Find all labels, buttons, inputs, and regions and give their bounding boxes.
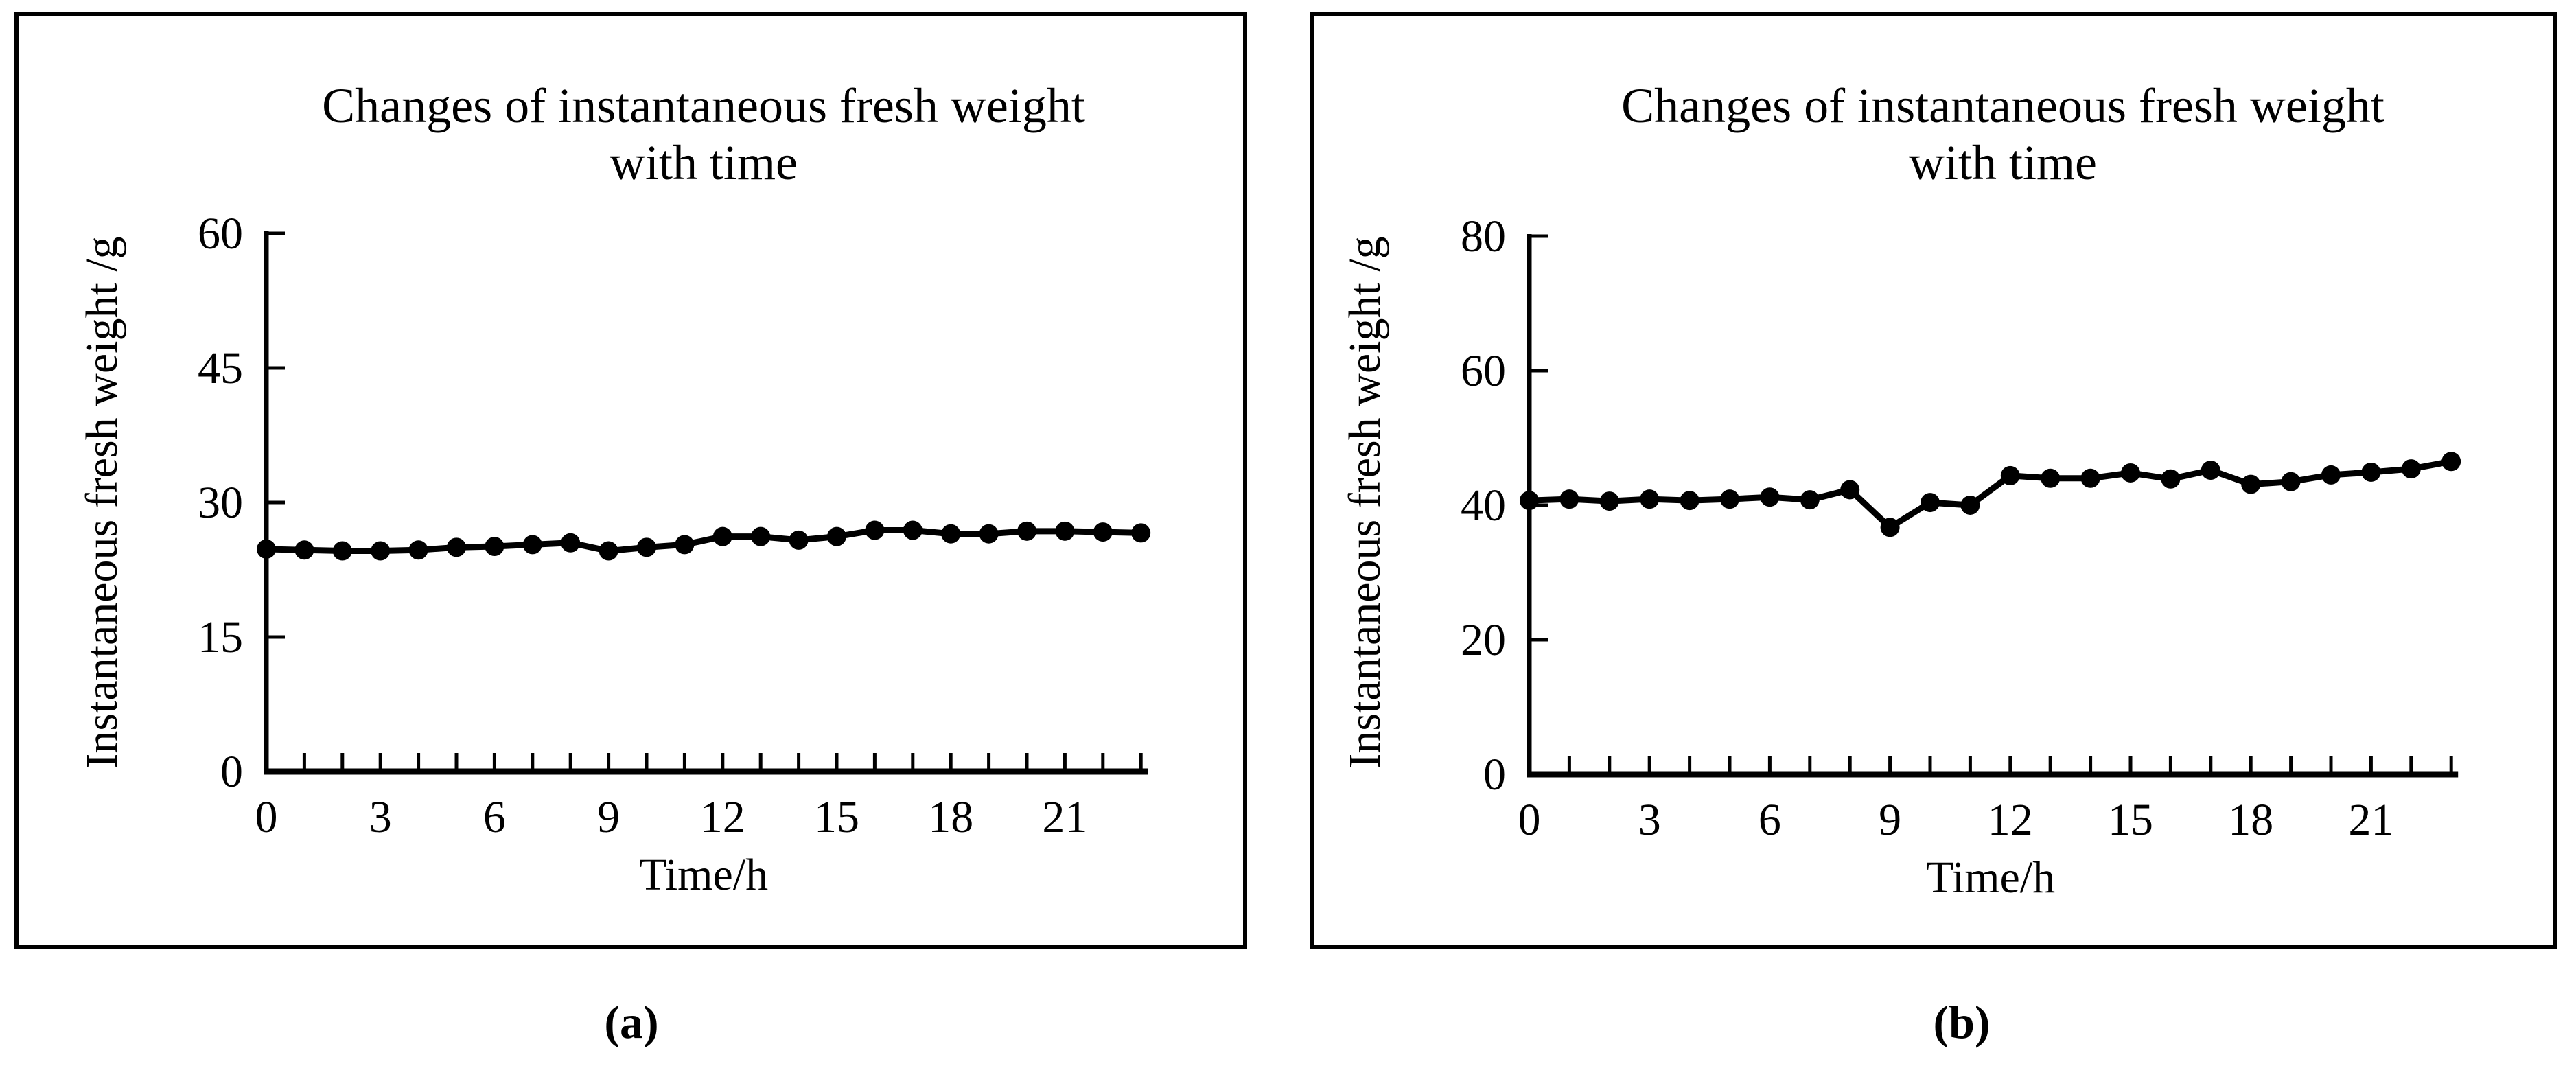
data-point [675,535,695,555]
y-tick-label: 0 [220,747,243,797]
chart-b-x-axis-title: Time/h [1926,853,2055,903]
x-tick-label: 15 [814,792,859,842]
data-point [2041,468,2061,488]
data-point [637,537,656,557]
chart-b-y-axis-title: Instantaneous fresh weight /g [1340,236,1390,768]
data-point [827,526,846,546]
data-point [2361,462,2381,482]
data-point [2000,465,2020,485]
y-tick-label: 15 [198,612,243,662]
data-point [789,530,809,550]
x-tick-label: 15 [2108,795,2153,845]
caption-b: (b) [1933,996,1991,1048]
data-point [979,524,999,544]
data-point [1640,489,1660,509]
chart-a-x-axis-title: Time/h [639,850,768,900]
data-point [257,539,276,559]
data-point [1921,493,1940,513]
y-tick-label: 80 [1461,211,1506,262]
data-point [2401,459,2421,479]
panel-b-border [1310,12,2557,949]
chart-panel-a: Changes of instantaneous fresh weight wi… [14,12,1247,949]
x-tick-label: 21 [2348,795,2393,845]
data-point [522,535,542,555]
data-point [2321,465,2341,485]
data-point [1960,496,1980,515]
data-point [1840,480,1860,500]
data-point [371,541,391,561]
data-point [1131,523,1151,543]
y-tick-label: 30 [198,478,243,528]
data-point [751,526,771,546]
x-tick-label: 9 [1879,795,1901,845]
data-point [332,541,352,561]
data-point [2281,472,2301,491]
y-tick-label: 20 [1461,615,1506,665]
chart-b-plot-area: 0 20 40 60 80 0 3 6 9 12 15 18 21 [1461,211,2461,845]
caption-a: (a) [604,996,659,1048]
y-tick-label: 45 [198,343,243,393]
x-tick-label: 6 [1759,795,1781,845]
y-tick-label: 60 [198,209,243,259]
data-point [1680,491,1699,511]
y-tick-label: 40 [1461,480,1506,531]
data-point [1800,490,1820,510]
data-point [2121,463,2140,483]
x-tick-label: 12 [700,792,745,842]
data-point [865,520,885,540]
data-point [561,533,581,553]
y-tick-label: 0 [1483,750,1506,800]
data-point [1520,491,1539,511]
x-tick-label: 12 [1988,795,2033,845]
data-point [2161,469,2181,489]
data-point [447,537,466,557]
data-point [1093,522,1113,542]
panel-a-border [14,12,1247,949]
data-point [903,520,923,540]
x-tick-label: 9 [597,792,620,842]
data-point [1055,521,1075,541]
data-point [1559,489,1579,509]
data-point [1017,521,1036,541]
data-point [1760,487,1780,507]
x-tick-label: 18 [928,792,973,842]
y-tick-label: 60 [1461,346,1506,396]
chart-a-plot-area: 0 15 30 45 60 0 3 6 9 12 15 18 21 [198,209,1151,842]
x-tick-label: 0 [255,792,278,842]
data-point [2441,452,2461,472]
chart-a-title-line2: with time [610,135,798,190]
data-point [2201,461,2220,480]
chart-b-title-line2: with time [1909,135,2097,190]
data-point [2241,474,2261,494]
chart-b-title-line1: Changes of instantaneous fresh weight [1621,78,2384,133]
data-point [2080,468,2100,488]
data-point [599,541,618,561]
x-tick-label: 3 [369,792,392,842]
x-tick-label: 3 [1638,795,1661,845]
data-point [485,537,504,557]
data-point [941,524,961,544]
data-point [1599,491,1619,511]
data-point [712,526,732,546]
chart-panel-b: Changes of instantaneous fresh weight wi… [1310,12,2557,949]
x-tick-label: 6 [483,792,506,842]
chart-a-title-line1: Changes of instantaneous fresh weight [322,78,1085,133]
data-point [408,540,428,560]
x-tick-label: 18 [2228,795,2273,845]
chart-a-y-axis-title: Instantaneous fresh weight /g [77,236,127,768]
x-tick-label: 21 [1042,792,1087,842]
x-tick-label: 0 [1518,795,1541,845]
data-point [294,540,314,560]
data-point [1720,489,1739,509]
data-point [1880,518,1900,537]
